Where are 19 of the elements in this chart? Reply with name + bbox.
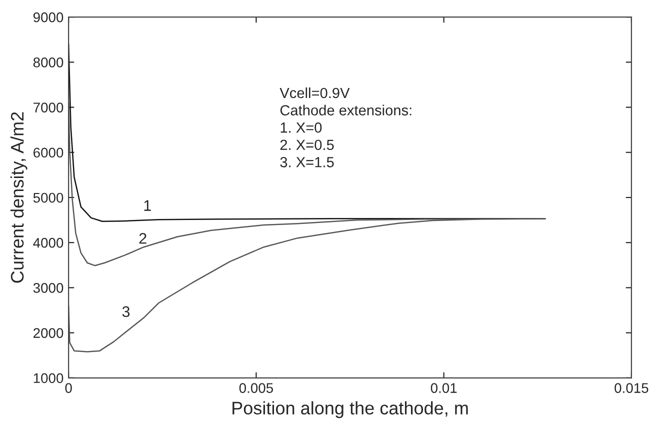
x-tick-label: 0.005 — [239, 383, 273, 393]
x-axis-title: Position along the cathode, m — [232, 401, 468, 418]
y-tick-label: 9000 — [33, 12, 64, 22]
annotation: 1 — [144, 200, 151, 211]
y-tick-label: 1000 — [34, 373, 64, 384]
x-tick-label: 0.01 — [430, 383, 457, 393]
y-tick-label: 2000 — [34, 328, 64, 338]
annotation: Vcell=0.9V Cathode extensions: 1. X=0 2. X=0.5 3. X=1.5 — [280, 87, 412, 168]
y-tick-label: 7000 — [34, 102, 64, 112]
x-tick-label: 0 — [65, 383, 72, 393]
y-tick-label: 6000 — [34, 148, 64, 158]
y-tick-label: 4000 — [33, 238, 64, 248]
y-tick-label: 3000 — [33, 283, 64, 293]
y-tick-label: 8000 — [33, 58, 64, 68]
annotation: 3 — [122, 306, 130, 318]
y-axis-title: Current density, A/m2 — [10, 112, 28, 283]
x-tick-label: 0.015 — [614, 383, 648, 393]
y-tick-label: 5000 — [33, 192, 64, 203]
annotation: 2 — [139, 232, 146, 244]
